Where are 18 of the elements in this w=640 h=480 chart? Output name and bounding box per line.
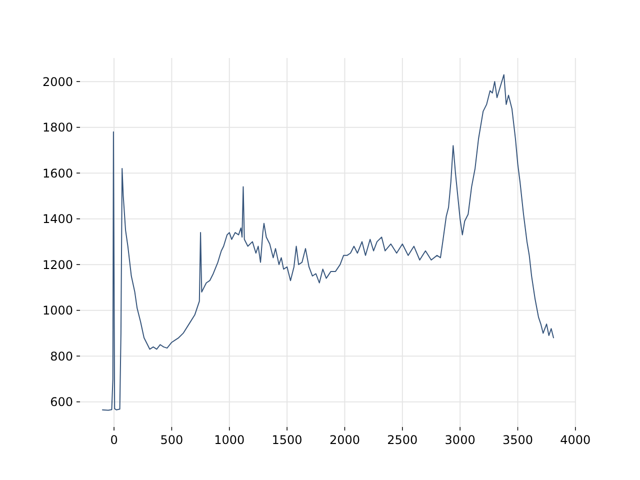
y-tick-label: 1400 [42,212,73,226]
x-tick-label: 500 [160,433,184,447]
x-tick-label: 3500 [502,433,534,447]
x-tick-label: 1000 [214,433,245,447]
x-tick-label: 1500 [272,433,302,447]
y-tick-label: 800 [50,349,73,364]
x-tick-label: 2500 [387,433,418,447]
x-tick-label: 2000 [329,433,360,447]
line-series [102,74,554,411]
y-tick-label: 2000 [42,74,73,89]
y-tick-label: 1000 [42,304,73,318]
y-tick-label: 1800 [42,120,73,135]
y-tick-label: 1200 [42,258,73,272]
x-tick-label: 3000 [444,433,476,447]
y-tick-label: 600 [50,395,73,410]
y-tick-label: 1600 [42,166,73,180]
x-tick-label: 0 [110,433,118,447]
x-tick-label: 4000 [560,433,591,447]
